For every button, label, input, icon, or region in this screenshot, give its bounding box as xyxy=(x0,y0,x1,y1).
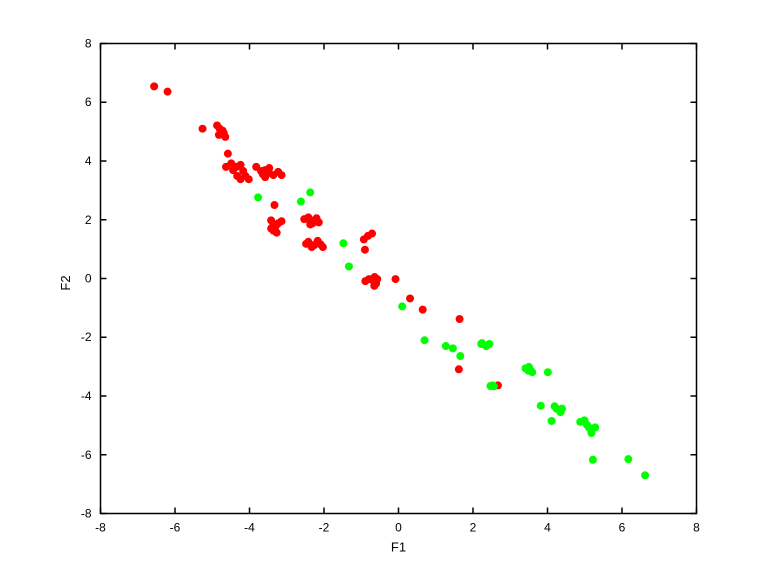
svg-text:-8: -8 xyxy=(95,521,106,535)
svg-text:4: 4 xyxy=(544,521,551,535)
svg-text:0: 0 xyxy=(85,272,92,286)
svg-text:-8: -8 xyxy=(81,507,92,521)
svg-text:-2: -2 xyxy=(81,330,92,344)
svg-text:8: 8 xyxy=(85,37,92,51)
svg-text:F2: F2 xyxy=(58,275,73,290)
svg-text:-6: -6 xyxy=(81,448,92,462)
svg-text:6: 6 xyxy=(619,521,626,535)
svg-text:F1: F1 xyxy=(391,540,406,555)
svg-text:-2: -2 xyxy=(319,521,330,535)
svg-text:-4: -4 xyxy=(81,389,92,403)
svg-text:8: 8 xyxy=(693,521,700,535)
svg-text:-4: -4 xyxy=(244,521,255,535)
svg-text:4: 4 xyxy=(85,154,92,168)
svg-text:2: 2 xyxy=(470,521,477,535)
svg-text:-6: -6 xyxy=(170,521,181,535)
svg-text:2: 2 xyxy=(85,213,92,227)
svg-text:6: 6 xyxy=(85,95,92,109)
svg-text:0: 0 xyxy=(395,521,402,535)
